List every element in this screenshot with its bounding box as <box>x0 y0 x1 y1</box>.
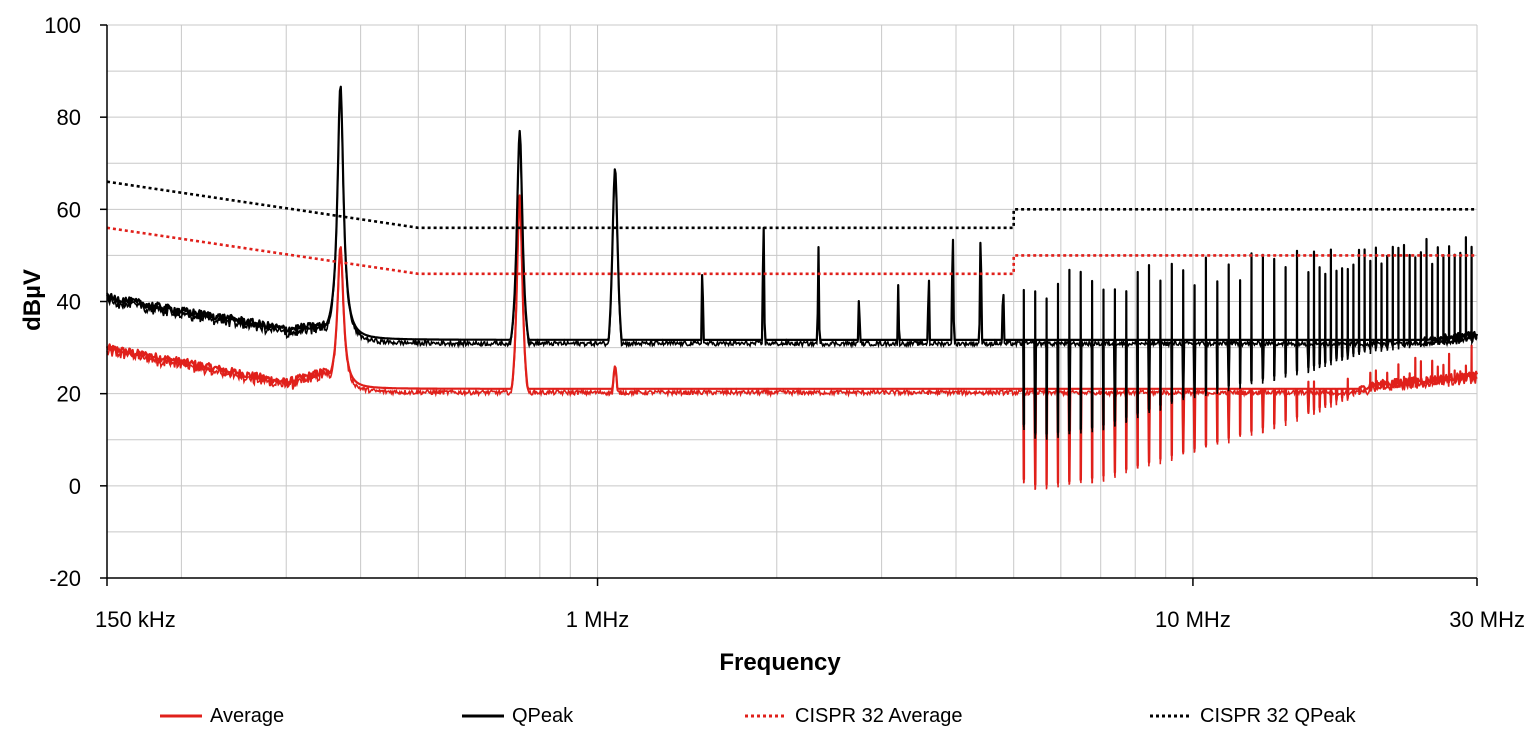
y-axis-title: dBµV <box>19 269 46 331</box>
x-tick-labels: 150 kHz 1 MHz 10 MHz 30 MHz <box>95 607 1525 632</box>
x-tick-label: 10 MHz <box>1155 607 1231 632</box>
legend-label: CISPR 32 Average <box>795 705 963 727</box>
axes <box>100 24 1478 586</box>
series-line-cispr-32-qpeak <box>106 180 1477 230</box>
plot-area <box>105 85 1479 490</box>
x-axis-title: Frequency <box>719 649 841 676</box>
y-tick-label: 0 <box>69 474 81 499</box>
y-tick-label: 80 <box>57 105 81 130</box>
x-tick-label: 1 MHz <box>566 607 630 632</box>
series-line-qpeak <box>106 85 1479 435</box>
legend: Average QPeak CISPR 32 Average CISPR 32 QPe… <box>160 705 1357 727</box>
legend-label: CISPR 32 QPeak <box>1200 705 1357 727</box>
y-tick-label: 60 <box>57 197 81 222</box>
x-tick-label: 150 kHz <box>95 607 176 632</box>
y-tick-label: 40 <box>57 290 81 315</box>
legend-label: QPeak <box>512 705 574 727</box>
y-tick-label: -20 <box>49 566 81 591</box>
x-tick-label: 30 MHz <box>1449 607 1525 632</box>
y-tick-labels: -20 0 20 40 60 80 100 <box>44 13 81 591</box>
y-tick-label: 20 <box>57 382 81 407</box>
grid <box>107 24 1478 579</box>
series-line-qpeak-2 <box>106 88 1478 440</box>
series-line-average-2 <box>106 198 1478 490</box>
legend-label: Average <box>210 705 284 727</box>
y-tick-label: 100 <box>44 13 81 38</box>
series-line-cispr-32-average <box>106 226 1477 276</box>
